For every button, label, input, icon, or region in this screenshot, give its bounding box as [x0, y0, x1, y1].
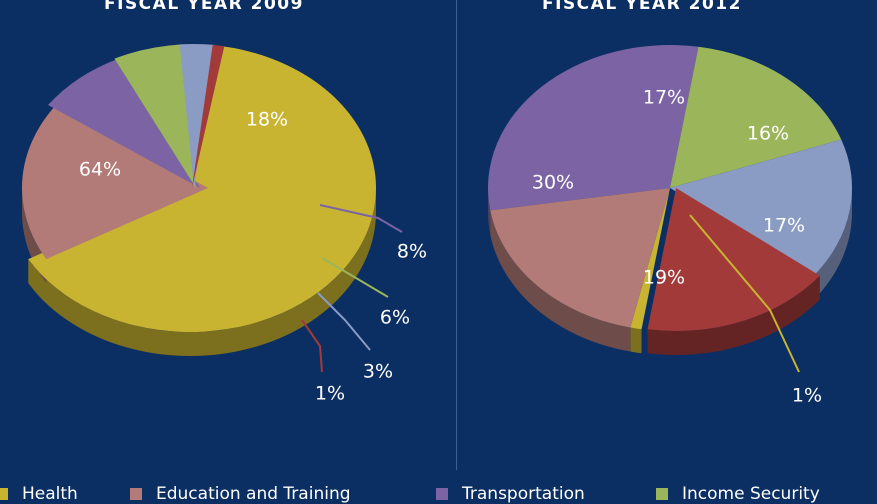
data-label-transportation: 30%: [532, 172, 574, 194]
pie-slice-side-education-and-training: [490, 210, 631, 352]
chart-divider: [456, 0, 457, 470]
pie-slice-slice-3: [647, 188, 820, 332]
legend-label: Health: [22, 484, 78, 504]
pie-slice-side-health: [28, 188, 376, 356]
chart-title-2012: FISCAL YEAR 2012: [542, 0, 742, 14]
pie-slice-side-slice-3: [647, 275, 820, 355]
chart-title-2009: FISCAL YEAR 2009: [104, 0, 304, 14]
data-label-slice-5: 1%: [315, 383, 345, 405]
pie-slice-transportation: [48, 58, 200, 189]
legend-swatch: [130, 488, 142, 500]
data-label-slice-4: 3%: [363, 361, 393, 383]
data-label-income-security: 17%: [643, 87, 685, 109]
data-label-income-security: 6%: [380, 307, 410, 329]
pie-slice-income-security: [670, 46, 842, 189]
legend-swatch: [656, 488, 668, 500]
legend-label: Income Security: [682, 484, 820, 504]
legend-item-income-security: Income Security: [656, 484, 820, 504]
data-label-slice-3: 17%: [763, 215, 805, 237]
data-label-health: 64%: [79, 159, 121, 181]
pie-slice-side-transportation: [488, 188, 491, 235]
pie-slice-health: [630, 188, 670, 330]
legend-label: Transportation: [462, 484, 585, 504]
legend: Health Education and Training Transporta…: [0, 484, 877, 504]
pie-slice-transportation: [488, 44, 699, 211]
legend-swatch: [0, 488, 8, 500]
leader-line-slice-5: [301, 319, 323, 373]
leader-line-slice-4: [317, 292, 371, 351]
pie-slice-slice-5: [192, 44, 225, 189]
legend-item-education: Education and Training: [130, 484, 351, 504]
data-label-slice-2: 16%: [747, 123, 789, 145]
legend-item-health: Health: [0, 484, 78, 504]
pie-slice-education-and-training: [22, 104, 208, 260]
pie-slice-income-security: [114, 44, 196, 188]
data-label-education-and-training: 18%: [246, 109, 288, 131]
pie-0: 64% 18% 8% 6% 3% 1%: [22, 44, 427, 405]
pie-slice-side-health: [630, 327, 642, 354]
leader-line-transportation: [319, 204, 403, 233]
leader-line-health: [689, 214, 800, 373]
pie-slice-slice-4: [179, 44, 215, 188]
legend-swatch: [436, 488, 448, 500]
data-label-health: 1%: [792, 385, 822, 407]
pie-1: 30% 17% 16% 17% 1% 19%: [488, 44, 853, 407]
pie-slice-side-slice-2: [813, 188, 852, 300]
data-label-education-and-training: 19%: [643, 267, 685, 289]
leader-line-income-security: [321, 257, 389, 298]
pie-slice-slice-2: [670, 139, 853, 276]
pie-slice-education-and-training: [490, 188, 670, 328]
legend-item-transportation: Transportation: [436, 484, 585, 504]
data-label-transportation: 8%: [397, 241, 427, 263]
legend-label: Education and Training: [156, 484, 351, 504]
